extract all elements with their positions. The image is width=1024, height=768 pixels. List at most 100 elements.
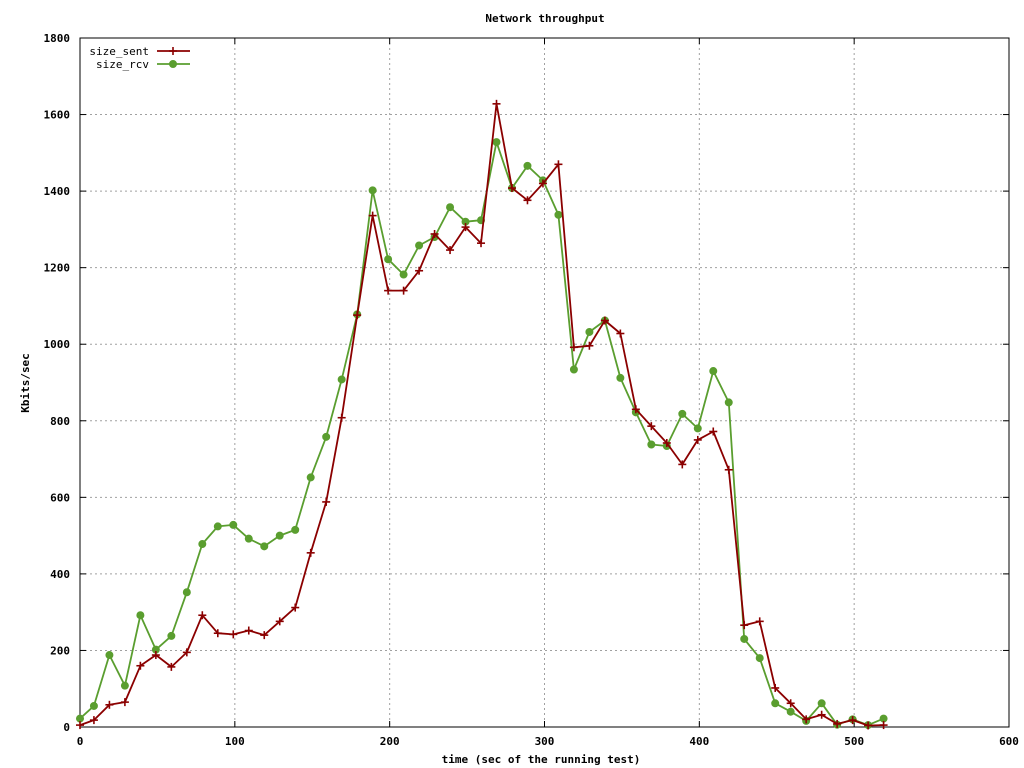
x-axis-label: time (sec of the running test) [442,753,641,766]
data-point-size_sent [384,286,393,295]
data-point-size_sent [182,648,191,657]
legend-label-size_sent: size_sent [89,45,149,58]
data-point-size_rcv [616,373,625,382]
data-point-size_rcv [678,409,687,418]
data-point-size_rcv [337,375,346,384]
data-point-size_sent [213,629,222,638]
data-point-size_rcv [786,707,795,716]
series-size_sent [76,99,888,730]
data-point-size_rcv [724,398,733,407]
data-point-size_sent [368,211,377,220]
data-point-size_sent [585,341,594,350]
data-point-size_rcv [275,531,284,540]
data-point-size_sent [89,716,98,725]
y-tick-label: 1600 [44,109,71,122]
data-point-size_rcv [213,522,222,531]
data-point-size_sent [724,465,733,474]
data-point-size_sent [306,548,315,557]
data-point-size_sent [600,316,609,325]
data-point-size_sent [647,422,656,431]
data-point-size_rcv [693,424,702,433]
data-point-size_sent [275,617,284,626]
data-point-size_sent [229,630,238,639]
data-point-size_rcv [384,255,393,264]
y-tick-label: 600 [50,491,70,504]
data-point-size_rcv [198,540,207,549]
y-tick-label: 200 [50,644,70,657]
data-point-size_sent [322,497,331,506]
y-tick-label: 0 [63,721,70,734]
data-point-size_sent [260,631,269,640]
data-point-size_rcv [244,534,253,543]
data-point-size_sent [76,721,84,730]
data-point-size_sent [430,229,439,238]
data-point-size_sent [662,438,671,447]
legend-marker-size_sent [169,47,177,55]
grid-layer [80,38,1009,727]
data-point-size_sent [120,698,129,707]
data-point-size_sent [399,286,408,295]
data-point-size_sent [693,435,702,444]
x-tick-label: 400 [689,735,709,748]
data-point-size_rcv [554,210,563,219]
data-point-size_rcv [120,681,129,690]
y-tick-label: 1000 [44,338,71,351]
x-tick-label: 100 [225,735,245,748]
legend-marker-size_rcv [168,60,177,69]
tick-layer: 0 100 200 300 400 500 600 0 200 400 600 800 1000 1200… [44,32,1019,748]
chart-title: Network throughput [485,12,604,25]
data-point-size_rcv [415,241,424,250]
data-point-size_sent [461,223,470,232]
x-tick-label: 200 [380,735,400,748]
data-point-size_sent [353,311,362,320]
data-point-size_sent [848,716,857,725]
data-point-size_sent [817,710,826,719]
data-point-size_sent [771,683,780,692]
data-point-size_sent [709,427,718,436]
data-point-size_rcv [291,525,300,534]
data-point-size_rcv [167,631,176,640]
data-point-size_sent [136,661,145,670]
data-point-size_rcv [182,588,191,597]
y-tick-label: 1800 [44,32,71,45]
data-point-size_sent [879,721,888,730]
data-point-size_rcv [306,473,315,482]
data-point-size_rcv [647,440,656,449]
data-point-size_sent [786,699,795,708]
data-point-size_rcv [740,634,749,643]
data-point-size_sent [415,266,424,275]
data-point-size_rcv [771,699,780,708]
y-axis-label: Kbits/sec [19,353,32,413]
data-point-size_sent [569,343,578,352]
data-point-size_sent [833,719,842,728]
data-point-size_rcv [817,699,826,708]
data-point-size_rcv [322,432,331,441]
data-point-size_sent [755,617,764,626]
data-point-size_rcv [136,611,145,620]
x-tick-label: 0 [77,735,84,748]
series-line-size_sent [79,102,884,727]
data-point-size_sent [492,99,501,108]
data-point-size_sent [507,184,516,193]
y-tick-label: 400 [50,568,70,581]
x-tick-label: 600 [999,735,1019,748]
data-point-size_sent [538,179,547,188]
series-size_rcv [76,138,888,730]
data-point-size_sent [198,611,207,620]
series-layer [76,99,888,730]
data-point-size_sent [105,700,114,709]
data-point-size_sent [554,160,563,169]
data-point-size_rcv [492,138,501,147]
data-point-size_rcv [569,365,578,374]
data-point-size_sent [446,246,455,255]
data-point-size_sent [167,662,176,671]
x-tick-label: 300 [535,735,555,748]
data-point-size_rcv [585,327,594,336]
data-point-size_rcv [755,654,764,663]
data-point-size_rcv [709,367,718,376]
data-point-size_sent [337,413,346,422]
data-point-size_sent [151,651,160,660]
data-point-size_sent [864,721,873,730]
data-point-size_rcv [229,520,238,529]
